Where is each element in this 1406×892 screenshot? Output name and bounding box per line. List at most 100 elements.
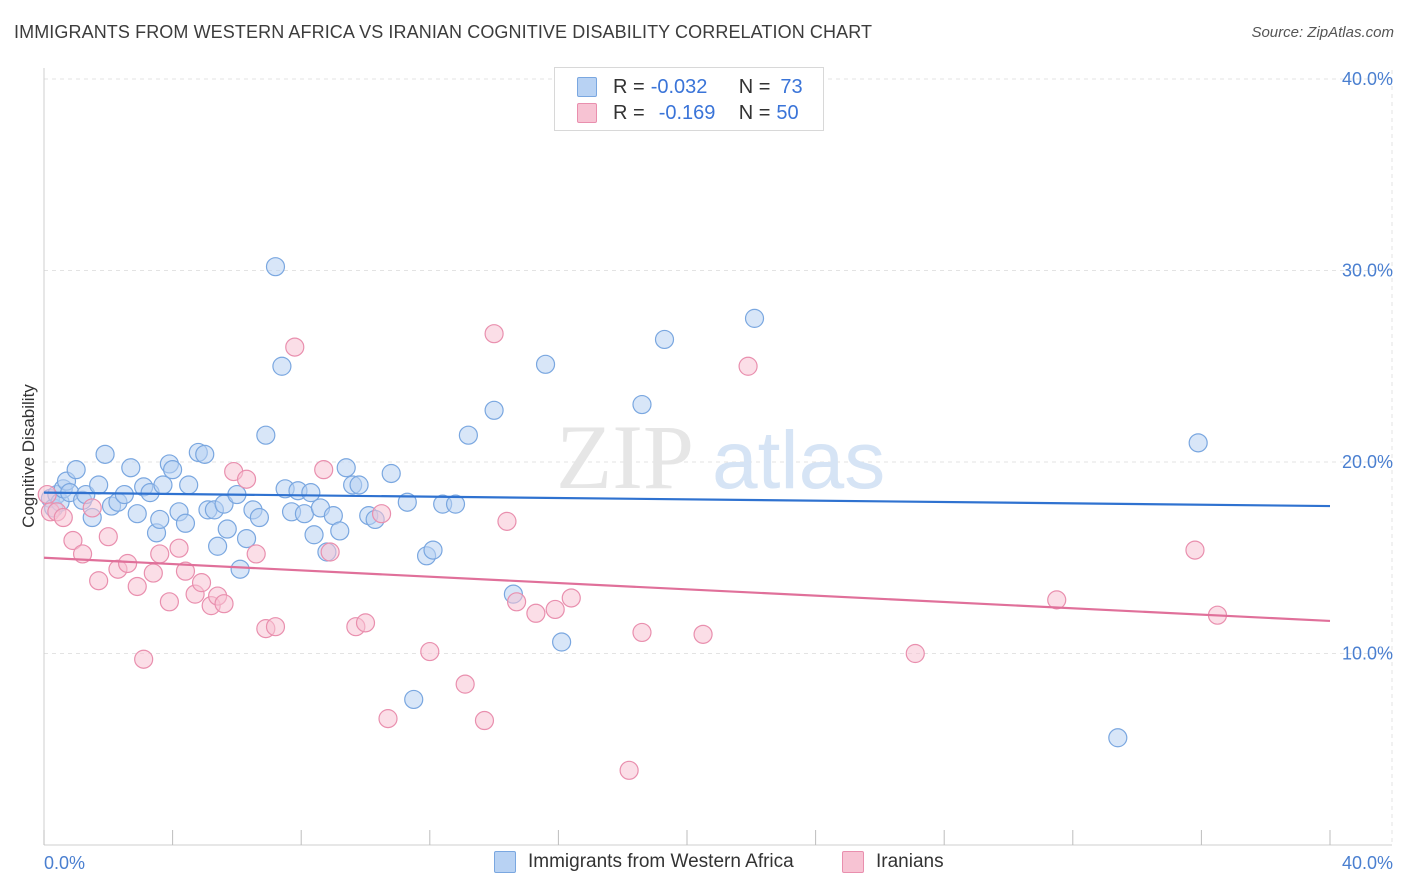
watermark-zip: ZIP <box>556 406 694 508</box>
point-iranian <box>175 561 196 581</box>
point-iranian <box>98 527 118 547</box>
point-western-africa <box>349 475 369 495</box>
point-iranian <box>246 544 266 564</box>
point-iranian <box>159 592 179 612</box>
point-iranian <box>134 649 154 669</box>
point-iranian <box>497 511 517 531</box>
point-iranian <box>63 530 83 551</box>
point-western-africa <box>535 354 556 374</box>
legend-n-value: 50 <box>776 101 799 124</box>
point-iranian <box>526 603 546 623</box>
legend-n-label: N = <box>738 75 771 98</box>
point-iranian <box>169 538 189 558</box>
point-western-africa <box>217 519 237 539</box>
point-iranian <box>693 624 713 644</box>
point-western-africa <box>89 475 109 495</box>
point-western-africa <box>336 458 356 478</box>
point-western-africa <box>175 513 196 533</box>
point-western-africa <box>208 536 228 556</box>
point-iranian <box>738 356 758 376</box>
point-iranian <box>37 484 57 505</box>
bottom-legend-iranians: Iranians <box>842 851 944 873</box>
point-western-africa <box>632 394 652 415</box>
point-western-africa <box>294 504 315 524</box>
point-iranian <box>355 613 376 633</box>
point-iranian <box>320 542 340 562</box>
point-iranian <box>420 641 440 662</box>
point-western-africa <box>121 458 141 478</box>
point-western-africa <box>272 356 292 376</box>
y-axis-label: Cognitive Disability <box>19 384 38 528</box>
point-western-africa <box>150 509 170 530</box>
point-western-africa <box>66 460 86 480</box>
point-western-africa <box>484 400 504 420</box>
point-iranian <box>314 460 334 480</box>
point-western-africa <box>236 528 257 549</box>
watermark: ZIP atlas <box>556 406 885 508</box>
y-tick-label: 30.0% <box>1342 261 1393 281</box>
point-western-africa <box>445 494 466 514</box>
trend-line-western-africa <box>43 491 1331 508</box>
point-western-africa <box>265 257 286 277</box>
legend: R = -0.032 N = 73 R = -0.169 N = 50 <box>554 67 824 131</box>
point-western-africa <box>195 444 215 464</box>
legend-row-western-africa: R = -0.032 N = 73 <box>577 75 803 99</box>
point-iranian <box>117 553 138 574</box>
point-western-africa <box>423 540 443 560</box>
point-iranian <box>561 588 581 608</box>
point-western-africa <box>249 507 270 528</box>
x-tick-labels: 0.0% 40.0% <box>44 853 1393 873</box>
point-western-africa <box>95 444 115 464</box>
point-western-africa <box>552 632 572 652</box>
point-western-africa <box>1188 433 1208 453</box>
x-tick-label: 40.0% <box>1342 853 1393 873</box>
point-iranian <box>143 563 163 583</box>
point-iranian <box>265 617 286 637</box>
bottom-legend-label: Immigrants from Western Africa <box>528 851 794 872</box>
point-iranian <box>455 674 475 694</box>
point-iranian <box>371 504 392 524</box>
point-western-africa <box>330 521 350 541</box>
legend-r-value: -0.169 <box>658 101 716 124</box>
point-western-africa <box>179 475 199 495</box>
point-iranian <box>905 643 925 664</box>
point-iranian <box>1047 590 1067 610</box>
point-iranian <box>484 324 504 344</box>
point-iranian <box>507 592 527 612</box>
y-tick-label: 40.0% <box>1342 69 1393 89</box>
point-iranian <box>89 571 109 591</box>
series-iranians-points <box>37 324 1228 780</box>
point-iranian <box>378 709 398 729</box>
trend-lines <box>43 491 1331 623</box>
point-iranian <box>82 498 102 518</box>
point-iranian <box>53 507 73 528</box>
point-iranian <box>150 544 170 564</box>
bottom-legend-swatch-blue <box>494 851 516 873</box>
watermark-atlas: atlas <box>712 415 885 506</box>
point-iranian <box>545 599 565 620</box>
point-iranian <box>619 760 639 780</box>
point-iranian <box>191 573 212 593</box>
bottom-legend-swatch-pink <box>842 851 864 873</box>
point-western-africa <box>404 689 424 710</box>
axes <box>43 68 1392 846</box>
point-iranian <box>632 622 652 643</box>
point-western-africa <box>458 425 478 445</box>
point-iranian <box>127 576 147 597</box>
y-tick-labels: 10.0% 20.0% 30.0% 40.0% <box>1342 69 1393 664</box>
point-iranian <box>474 710 495 731</box>
point-western-africa <box>744 308 765 328</box>
point-western-africa <box>381 463 401 484</box>
legend-r-label: R = <box>613 101 645 124</box>
y-tick-label: 10.0% <box>1342 644 1393 664</box>
point-western-africa <box>301 483 321 503</box>
legend-swatch-blue <box>577 77 597 97</box>
trend-line-iranians <box>43 556 1331 623</box>
source-label: Source: ZipAtlas.com <box>1251 24 1394 41</box>
point-western-africa <box>127 504 147 524</box>
point-western-africa <box>397 492 417 512</box>
legend-row-iranians: R = -0.169 N = 50 <box>577 101 799 125</box>
point-iranian <box>236 469 257 489</box>
point-iranian <box>214 594 234 614</box>
